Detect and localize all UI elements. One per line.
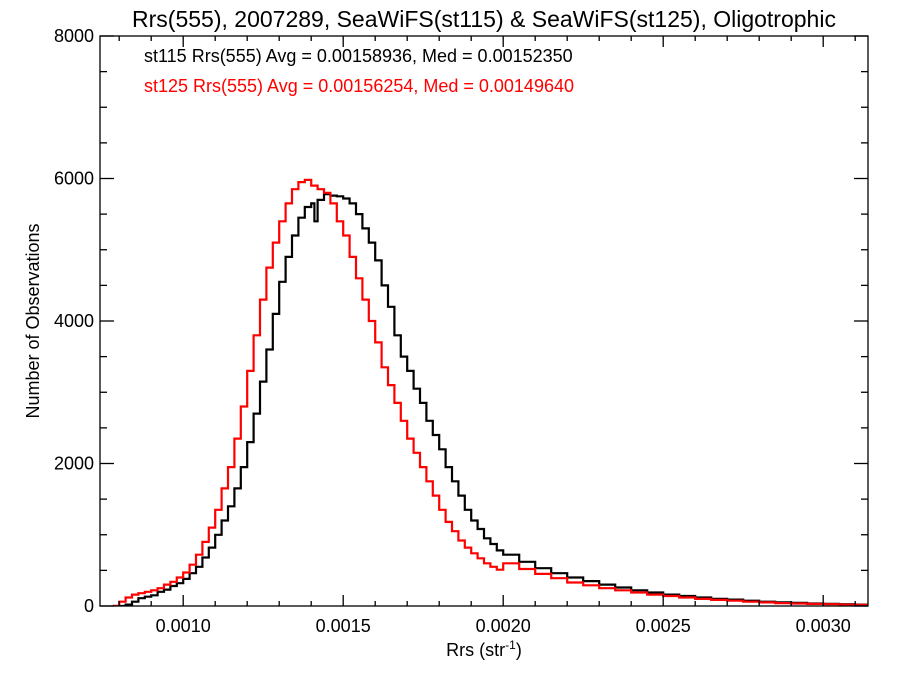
y-tick-label: 4000 [54,311,94,331]
x-tick-label: 0.0020 [476,616,531,636]
x-axis-label-close: ) [516,640,522,660]
x-tick-label: 0.0010 [156,616,211,636]
x-tick-label: 0.0030 [796,616,851,636]
x-tick-label: 0.0015 [316,616,371,636]
y-tick-label: 2000 [54,454,94,474]
y-tick-label: 0 [84,596,94,616]
y-tick-label: 8000 [54,26,94,46]
y-axis-ticks: 0 2000 4000 6000 8000 [54,26,868,616]
chart-title: Rrs(555), 2007289, SeaWiFS(st115) & SeaW… [132,6,836,32]
x-tick-label: 0.0025 [636,616,691,636]
y-tick-label: 6000 [54,169,94,189]
st115-annotation: st115 Rrs(555) Avg = 0.00158936, Med = 0… [144,46,573,66]
x-axis-ticks: 0.0010 0.0015 0.0020 0.0025 0.0030 [118,36,856,636]
st125-annotation: st125 Rrs(555) Avg = 0.00156254, Med = 0… [144,76,574,96]
st125-histogram-line [112,178,868,606]
x-axis-label-exponent: -1 [505,638,516,652]
x-axis-label-main: Rrs (str [446,640,505,660]
y-axis-label: Number of Observations [23,223,43,418]
st115-histogram-line [112,193,868,606]
x-axis-label: Rrs (str-1) [446,638,522,660]
